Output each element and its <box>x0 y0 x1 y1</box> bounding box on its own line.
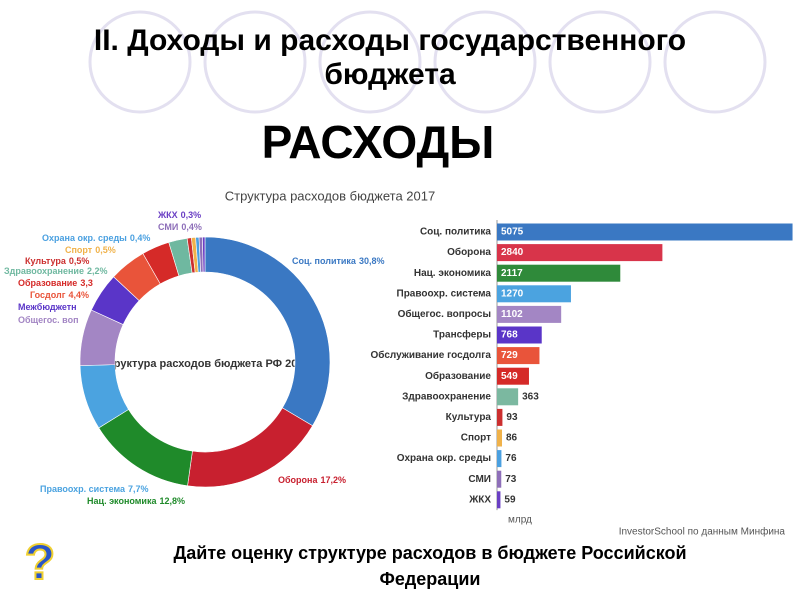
bar <box>497 244 663 262</box>
segment-name: Правоохр. система <box>40 484 126 494</box>
slide-title: II. Доходы и расходы государственного бю… <box>93 24 687 91</box>
segment-name: Общегос. воп <box>18 315 79 325</box>
value-label: 1102 <box>501 309 523 320</box>
segment-value: 7,7% <box>128 484 149 494</box>
segment-label: Здравоохранение 2,2% <box>4 266 107 276</box>
bar <box>497 223 793 241</box>
bar <box>497 491 501 509</box>
source: InvestorSchool по данным Минфина <box>619 526 786 538</box>
segment-name: Здравоохранение <box>4 266 84 276</box>
segment-label: Соц. политика 30,8% <box>292 256 384 266</box>
value-label: 59 <box>504 494 516 505</box>
segment-value: 0,4% <box>181 222 202 232</box>
value-label: 2117 <box>501 268 523 279</box>
y-tick-label: Соц. политика <box>420 227 491 238</box>
segment-label: Охрана окр. среды 0,4% <box>42 233 150 243</box>
y-tick-label: Оборона <box>447 246 491 258</box>
y-tick-label: Нац. экономика <box>414 268 492 279</box>
segment-label: Спорт 0,5% <box>65 245 116 255</box>
value-label: 2840 <box>501 247 524 258</box>
segment-value: 17,2% <box>321 475 347 485</box>
donut-segment <box>204 236 331 427</box>
segment-label: Госдолг 4,4% <box>30 290 89 300</box>
value-label: 1270 <box>501 288 524 299</box>
y-tick-label: Спорт <box>461 433 491 444</box>
y-tick-label: ЖКХ <box>468 494 491 505</box>
bar <box>497 264 621 282</box>
segment-name: Оборона <box>278 475 318 485</box>
subtitle: РАСХОДЫ <box>262 116 495 168</box>
y-tick-label: Образование <box>425 370 491 382</box>
y-tick-label: СМИ <box>468 474 491 485</box>
segment-value: 4,4% <box>69 290 90 300</box>
donut-segment <box>202 236 206 273</box>
segment-label: ЖКХ 0,3% <box>157 210 201 220</box>
y-tick-label: Правоохр. система <box>397 288 492 299</box>
y-tick-label: Трансферы <box>433 329 491 341</box>
bar <box>497 285 571 303</box>
segment-name: Охрана окр. среды <box>42 233 127 243</box>
value-label: 86 <box>506 433 518 444</box>
y-tick-label: Обслуживание госдолга <box>371 349 492 361</box>
segment-name: Госдолг <box>30 290 66 300</box>
segment-name: Образование <box>18 278 77 288</box>
segment-label: Оборона 17,2% <box>278 475 346 485</box>
y-tick-label: Охрана окр. среды <box>397 453 491 464</box>
value-label: 729 <box>501 350 518 361</box>
bar <box>497 305 562 323</box>
segment-name: СМИ <box>158 222 178 232</box>
y-tick-label: Культура <box>446 412 492 423</box>
center-label: Структура расходов бюджета РФ 2017 <box>100 358 309 370</box>
segment-label: Нац. экономика 12,8% <box>87 496 185 506</box>
bar <box>497 429 503 447</box>
segment-value: 0,5% <box>69 256 90 266</box>
unit-label: млрд <box>508 515 532 526</box>
bar <box>497 408 503 426</box>
question: Дайте оценку структуре расходов в бюджет… <box>173 543 687 589</box>
segment-label: Правоохр. система 7,7% <box>40 484 149 494</box>
bar <box>497 367 529 385</box>
y-tick-label: Общегос. вопросы <box>398 308 491 320</box>
segment-name: Соц. политика <box>292 256 357 266</box>
bar <box>497 388 519 406</box>
segment-value: 0,4% <box>130 233 151 243</box>
value-label: 549 <box>501 371 518 382</box>
segment-label: Образование 3,3 <box>18 278 93 288</box>
segment-label: Общегос. воп <box>18 315 79 325</box>
value-label: 363 <box>522 391 539 402</box>
value-label: 768 <box>501 330 518 341</box>
segment-name: ЖКХ <box>157 210 178 220</box>
value-label: 93 <box>506 412 518 423</box>
segment-label: Межбюджетн <box>18 302 77 312</box>
segment-name: Спорт <box>65 245 93 255</box>
y-tick-label: Здравоохранение <box>402 391 491 402</box>
bar <box>497 326 542 344</box>
segment-value: 12,8% <box>159 496 185 506</box>
value-label: 5075 <box>501 227 524 238</box>
donut-segment <box>98 409 193 487</box>
segment-name: Нац. экономика <box>87 496 157 506</box>
decor-circles <box>88 10 767 114</box>
bar <box>497 470 502 488</box>
segment-value: 30,8% <box>359 256 385 266</box>
value-label: 73 <box>505 474 517 485</box>
segment-value: 2,2% <box>87 266 108 276</box>
segment-label: Культура 0,5% <box>25 256 89 266</box>
segment-name: Культура <box>25 256 67 266</box>
segment-value: 3,3 <box>80 278 93 288</box>
chart-title: Структура расходов бюджета 2017 <box>225 188 435 203</box>
question-icon: ? <box>25 534 56 590</box>
segment-value: 0,5% <box>95 245 116 255</box>
segment-name: Межбюджетн <box>18 302 77 312</box>
segment-label: СМИ 0,4% <box>158 222 202 232</box>
segment-value: 0,3% <box>181 210 202 220</box>
bar <box>497 347 540 365</box>
bar <box>497 450 502 468</box>
value-label: 76 <box>505 453 517 464</box>
